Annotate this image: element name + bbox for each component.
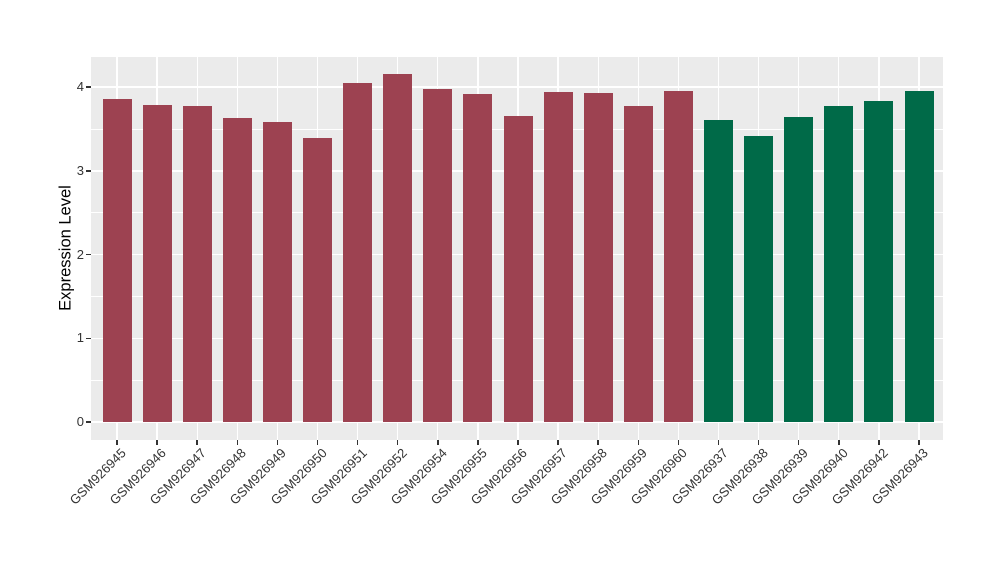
y-tick-label-4: 4 xyxy=(76,79,84,95)
x-tick-mark-GSM926943 xyxy=(918,440,920,445)
bar-GSM926958 xyxy=(583,93,613,422)
x-tick-mark-GSM926940 xyxy=(838,440,840,445)
bar-GSM926943 xyxy=(904,90,934,422)
x-tick-mark-GSM926956 xyxy=(517,440,519,445)
y-tick-label-1: 1 xyxy=(76,330,84,346)
bar-GSM926957 xyxy=(543,92,573,422)
x-tick-mark-GSM926957 xyxy=(557,440,559,445)
y-tick-label-2: 2 xyxy=(76,246,84,262)
bar-GSM926951 xyxy=(343,83,373,422)
x-tick-mark-GSM926947 xyxy=(196,440,198,445)
x-tick-mark-GSM926949 xyxy=(276,440,279,445)
bar-GSM926949 xyxy=(262,121,292,422)
y-tick-mark-0 xyxy=(86,421,91,423)
bar-GSM926946 xyxy=(142,104,172,422)
x-tick-mark-GSM926948 xyxy=(236,440,239,445)
bar-GSM926952 xyxy=(383,73,413,422)
x-tick-mark-GSM926945 xyxy=(116,440,118,445)
bar-GSM926942 xyxy=(864,101,894,422)
bar-GSM926939 xyxy=(784,117,814,422)
x-tick-mark-GSM926942 xyxy=(878,440,880,445)
bar-GSM926954 xyxy=(423,88,453,422)
bar-GSM926956 xyxy=(503,115,533,422)
x-tick-mark-GSM926955 xyxy=(477,440,479,445)
bar-GSM926955 xyxy=(463,93,493,422)
x-tick-mark-GSM926950 xyxy=(316,440,319,445)
gridline-major-y-4 xyxy=(91,86,943,88)
x-tick-mark-GSM926958 xyxy=(597,440,599,445)
y-tick-mark-3 xyxy=(86,170,91,172)
x-tick-mark-GSM926946 xyxy=(156,440,158,445)
x-tick-mark-GSM926939 xyxy=(797,440,800,445)
y-tick-label-0: 0 xyxy=(76,414,84,430)
bar-GSM926940 xyxy=(824,105,854,422)
bar-GSM926937 xyxy=(704,119,733,422)
bar-GSM926947 xyxy=(182,106,212,422)
x-tick-mark-GSM926937 xyxy=(717,440,720,445)
gridline-major-y-0 xyxy=(91,421,943,423)
x-tick-mark-GSM926959 xyxy=(637,440,640,445)
bar-GSM926948 xyxy=(222,118,252,422)
y-tick-mark-1 xyxy=(86,337,91,340)
bar-GSM926959 xyxy=(623,106,653,422)
bar-GSM926950 xyxy=(303,138,332,422)
x-tick-mark-GSM926938 xyxy=(757,440,760,445)
bar-GSM926960 xyxy=(663,90,693,422)
y-tick-mark-2 xyxy=(86,253,91,256)
y-tick-label-3: 3 xyxy=(76,163,84,179)
y-tick-mark-4 xyxy=(86,86,91,88)
plot-panel xyxy=(91,57,943,440)
bar-GSM926938 xyxy=(744,135,774,422)
x-tick-mark-GSM926954 xyxy=(437,440,439,445)
x-tick-mark-GSM926951 xyxy=(356,440,359,445)
x-tick-mark-GSM926960 xyxy=(677,440,680,445)
bar-GSM926945 xyxy=(102,98,132,422)
x-tick-mark-GSM926952 xyxy=(396,440,399,445)
